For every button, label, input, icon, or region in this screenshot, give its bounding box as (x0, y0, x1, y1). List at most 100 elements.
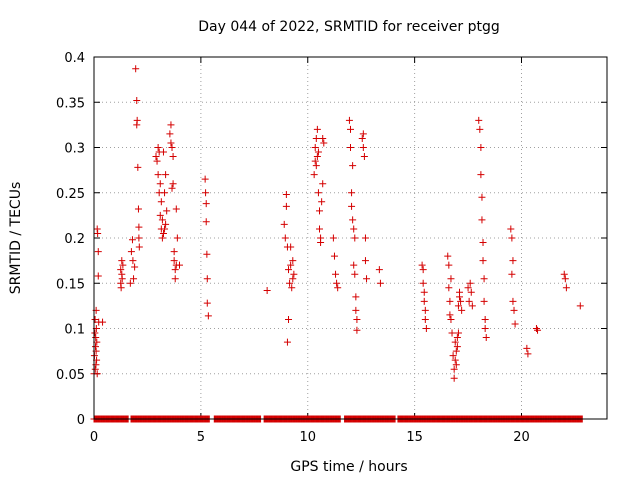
data-point (134, 163, 142, 171)
data-point (347, 125, 354, 133)
data-point (532, 325, 540, 332)
data-point (91, 329, 99, 337)
data-point (163, 207, 171, 215)
data-point (169, 153, 177, 161)
marks-layer (90, 65, 586, 423)
data-point (481, 325, 489, 332)
data-point (421, 306, 429, 314)
data-point (133, 116, 141, 124)
data-point (316, 207, 324, 215)
data-point (153, 157, 161, 165)
data-point (287, 261, 295, 269)
data-point (312, 162, 320, 170)
data-point (280, 220, 288, 228)
data-point (452, 361, 460, 369)
data-point (135, 223, 143, 231)
data-point (156, 180, 164, 188)
data-point (128, 236, 136, 244)
data-point (171, 266, 179, 274)
data-point (314, 148, 322, 156)
data-point (560, 270, 568, 278)
data-point (478, 193, 486, 201)
data-point (351, 234, 359, 242)
data-point (422, 325, 430, 332)
data-point (507, 225, 515, 233)
data-point (360, 153, 368, 161)
data-point (524, 350, 532, 358)
x-tick-label: 10 (299, 430, 316, 445)
y-tick-label: 0.05 (56, 368, 85, 383)
data-point (152, 153, 160, 161)
data-point (285, 315, 293, 323)
data-point (170, 248, 178, 256)
data-point (310, 171, 318, 179)
data-point (117, 284, 125, 292)
data-point (456, 288, 464, 296)
data-point (477, 144, 485, 151)
data-point (287, 243, 295, 251)
data-point (204, 312, 212, 320)
data-point (126, 279, 134, 287)
data-point (446, 297, 454, 305)
data-point (576, 302, 584, 310)
data-point (465, 297, 473, 305)
data-point (154, 171, 162, 179)
data-point (508, 234, 516, 242)
data-point (282, 191, 290, 199)
data-point (376, 279, 384, 287)
y-tick-label: 0.15 (56, 277, 85, 292)
data-point (348, 202, 356, 210)
x-tick-label: 0 (90, 430, 98, 445)
data-point (289, 257, 297, 265)
data-point (464, 284, 472, 292)
data-point (94, 272, 102, 280)
data-point (282, 202, 290, 210)
y-tick-label: 0.2 (64, 232, 85, 247)
data-point (329, 234, 337, 242)
data-point (420, 288, 428, 296)
y-axis-title: SRMTID / TECUs (8, 182, 24, 295)
data-point (313, 125, 321, 133)
data-point (130, 275, 138, 283)
data-point (420, 297, 428, 305)
data-point (263, 286, 271, 294)
data-point (118, 275, 126, 283)
x-tick-label: 5 (197, 430, 205, 445)
data-point (363, 275, 371, 283)
data-point (134, 205, 142, 213)
data-point (361, 234, 369, 242)
data-point (172, 205, 180, 213)
data-point (93, 370, 101, 378)
data-point (171, 275, 179, 283)
data-point (157, 198, 165, 206)
data-point (135, 234, 143, 242)
data-point (320, 139, 328, 147)
data-point (479, 257, 487, 265)
y-tick-label: 0 (77, 413, 85, 428)
data-point (135, 243, 143, 251)
data-point (159, 229, 167, 237)
data-point (154, 144, 162, 151)
data-point (359, 144, 367, 151)
data-point (562, 284, 570, 292)
data-point (319, 180, 327, 188)
data-point (176, 261, 183, 269)
data-point (169, 180, 177, 188)
ticks-layer: 0 0.05 0.1 0.15 0.2 0.25 0.3 0.35 0.4 0 5 10 15 20 (56, 51, 607, 445)
data-point (91, 315, 99, 323)
data-point (482, 334, 490, 342)
data-point (359, 130, 367, 138)
data-point (334, 284, 342, 292)
data-point (480, 297, 488, 305)
data-point (203, 275, 211, 283)
data-point (451, 338, 459, 346)
data-point (450, 365, 458, 373)
data-point (476, 125, 484, 133)
data-point (281, 234, 289, 242)
y-tick-label: 0.3 (64, 142, 85, 157)
y-tick-label: 0.4 (64, 51, 85, 66)
grid-layer (94, 57, 607, 419)
data-point (451, 356, 459, 364)
data-point (358, 134, 366, 142)
data-point (421, 315, 429, 323)
